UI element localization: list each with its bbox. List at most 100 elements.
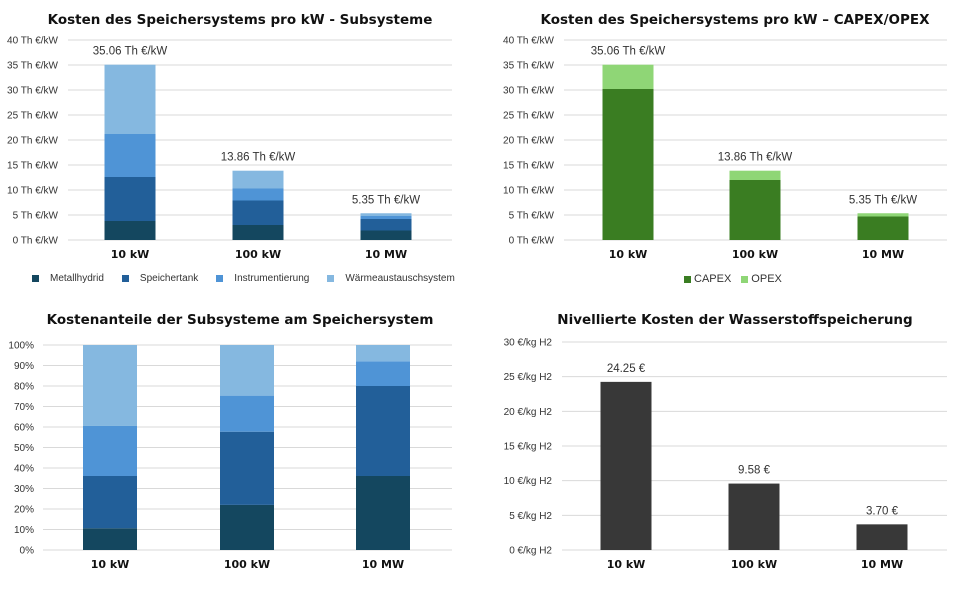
y-tick-label: 90% (14, 361, 34, 372)
y-tick-label: 35 Th €/kW (7, 61, 59, 72)
y-tick-label: 15 Th €/kW (503, 161, 555, 172)
legend-item: CAPEX (684, 273, 731, 285)
y-tick-label: 0 Th €/kW (13, 236, 59, 247)
y-tick-label: 0 €/kg H2 (509, 546, 552, 557)
legend-label: Speichertank (139, 273, 199, 284)
chart-subsysteme-panel: Kosten des Speichersystems pro kW - Subs… (0, 0, 480, 300)
chart-nivellierte-kosten: 0 €/kg H2 5 €/kg H2 10 €/kg H2 15 €/kg H2 20… (504, 338, 947, 571)
x-category-label: 10 kW (609, 248, 648, 261)
y-tick-label: 50% (14, 443, 34, 454)
bar-segment-w-rmeaustauschsystem (83, 345, 137, 426)
legend-item: Metallhydrid (32, 273, 104, 284)
y-tick-label: 10% (14, 525, 34, 536)
data-label: 24.25 € (607, 363, 646, 375)
x-category-label: 100 kW (224, 558, 270, 571)
chart-legend: CAPEX OPEX (684, 273, 782, 285)
chart-capex-panel: Kosten des Speichersystems pro kW – CAPE… (480, 0, 960, 300)
legend-item: Wärmeaustauschsystem (327, 273, 455, 284)
bar-segment-metallhydrid (83, 528, 137, 550)
y-tick-label: 25 Th €/kW (503, 111, 555, 122)
chart-title: Nivellierte Kosten der Wasserstoffspeich… (557, 312, 913, 328)
chart-anteile-panel: Kostenanteile der Subsysteme am Speicher… (0, 300, 480, 603)
y-tick-label: 30 Th €/kW (7, 86, 59, 97)
data-label: 5.35 Th €/kW (849, 194, 917, 206)
bar-segment-metallhydrid (232, 225, 284, 240)
y-tick-label: 40 Th €/kW (7, 36, 59, 47)
y-tick-label: 80% (14, 382, 34, 393)
chart-title: Kosten des Speichersystems pro kW – CAPE… (540, 12, 930, 28)
y-tick-label: 30 Th €/kW (503, 86, 555, 97)
y-tick-label: 20 €/kg H2 (504, 407, 553, 418)
y-tick-label: 5 €/kg H2 (509, 511, 552, 522)
x-category-label: 10 MW (861, 558, 903, 571)
legend-label: Metallhydrid (50, 273, 104, 284)
bar-segment-instrumentierung (220, 395, 274, 432)
y-tick-label: 10 €/kg H2 (504, 476, 553, 487)
y-tick-label: 20% (14, 505, 34, 516)
legend-swatch (327, 275, 335, 282)
chart-title: Kostenanteile der Subsysteme am Speicher… (46, 312, 434, 328)
y-tick-label: 5 Th €/kW (13, 211, 59, 222)
bar-segment-speichertank (220, 431, 274, 505)
chart-nivelliert-panel: Nivellierte Kosten der Wasserstoffspeich… (480, 300, 960, 603)
legend-label: CAPEX (694, 273, 732, 285)
bar-segment-speichertank (360, 219, 412, 231)
y-tick-label: 0 Th €/kW (509, 236, 555, 247)
bar-segment-nivellierte-kosten (856, 524, 908, 550)
x-category-label: 100 kW (235, 248, 281, 261)
x-category-label: 100 kW (732, 248, 778, 261)
data-label: 13.86 Th €/kW (718, 152, 793, 164)
bar-segment-w-rmeaustauschsystem (356, 345, 410, 362)
data-label: 35.06 Th €/kW (591, 46, 666, 58)
data-label: 5.35 Th €/kW (352, 194, 420, 206)
bar-segment-opex (602, 64, 654, 89)
bar-segment-w-rmeaustauschsystem (232, 170, 284, 189)
y-tick-label: 60% (14, 423, 34, 434)
y-tick-label: 15 €/kg H2 (504, 442, 553, 453)
legend-swatch (121, 275, 129, 282)
x-category-label: 100 kW (731, 558, 777, 571)
legend-swatch (32, 275, 39, 282)
legend-label: OPEX (751, 273, 782, 285)
bar-segment-capex (602, 89, 654, 240)
y-tick-label: 10 Th €/kW (503, 186, 555, 197)
legend-label: Instrumentierung (234, 273, 310, 284)
chart-capex-opex: 0 Th €/kW 5 Th €/kW 10 Th €/kW 15 Th €/kW 20… (503, 36, 947, 261)
y-tick-label: 40 Th €/kW (503, 36, 555, 47)
bar-segment-metallhydrid (360, 230, 412, 240)
bar-segment-opex (857, 213, 909, 217)
x-category-label: 10 kW (91, 558, 130, 571)
y-tick-label: 70% (14, 402, 34, 413)
y-tick-label: 100% (8, 341, 34, 352)
y-tick-label: 40% (14, 464, 34, 475)
bar-segment-w-rmeaustauschsystem (220, 345, 274, 396)
y-tick-label: 25 Th €/kW (7, 111, 59, 122)
bar-segment-instrumentierung (83, 425, 137, 476)
bar-segment-w-rmeaustauschsystem (104, 64, 156, 134)
bar-segment-speichertank (104, 177, 156, 221)
bar-segment-nivellierte-kosten (600, 381, 652, 550)
y-tick-label: 20 Th €/kW (503, 136, 555, 147)
y-tick-label: 10 Th €/kW (7, 186, 59, 197)
bar-segment-capex (857, 216, 909, 240)
y-tick-label: 30 €/kg H2 (504, 338, 553, 349)
y-tick-label: 35 Th €/kW (503, 61, 555, 72)
legend-item: Speichertank (121, 273, 199, 284)
legend-label: Wärmeaustauschsystem (345, 273, 455, 284)
bar-segment-instrumentierung (360, 216, 412, 219)
bar-segment-metallhydrid (356, 475, 410, 550)
chart-subsysteme: 0 Th €/kW 5 Th €/kW 10 Th €/kW 15 Th €/kW 20… (7, 36, 452, 261)
bar-segment-instrumentierung (232, 188, 284, 201)
bar-segment-metallhydrid (220, 504, 274, 550)
data-label: 9.58 € (738, 465, 771, 477)
y-tick-label: 15 Th €/kW (7, 161, 59, 172)
x-category-label: 10 MW (362, 558, 404, 571)
y-tick-label: 5 Th €/kW (509, 211, 555, 222)
bar-segment-w-rmeaustauschsystem (360, 213, 412, 216)
legend-item: OPEX (741, 273, 782, 285)
y-tick-label: 30% (14, 484, 34, 495)
bar-segment-opex (729, 170, 781, 180)
chart-kostenanteile: 0% 10% 20% 30% 40% 50% 60% 70% 80% 90% 100% 10 kW 10… (8, 341, 452, 571)
bar-segment-speichertank (356, 386, 410, 476)
bar-segment-instrumentierung (104, 134, 156, 177)
